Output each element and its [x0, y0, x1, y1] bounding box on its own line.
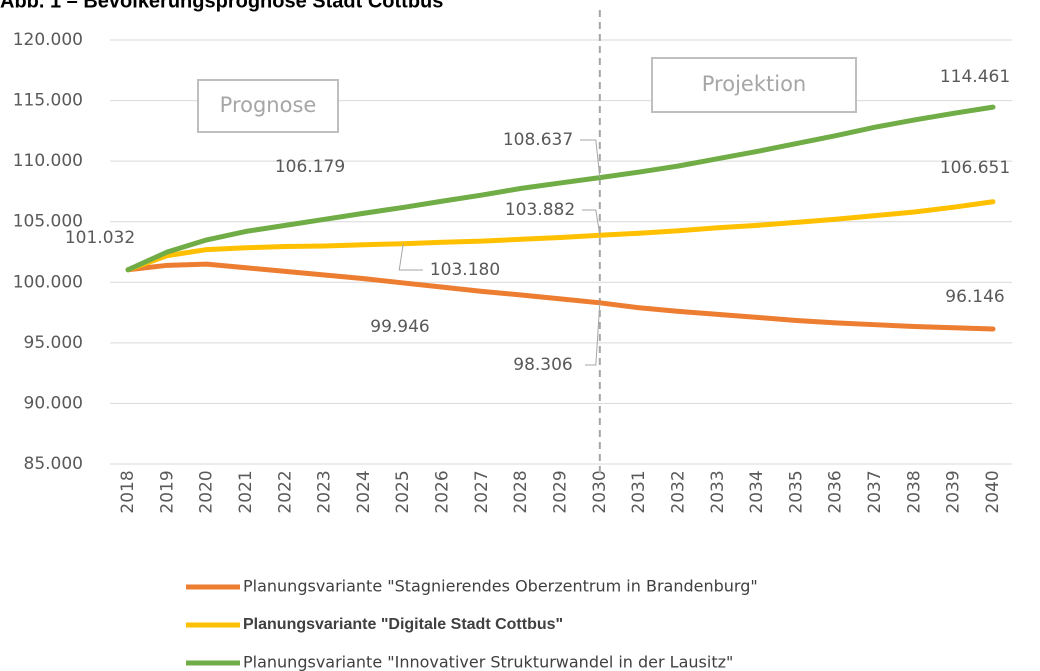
x-tick-label: 2019	[157, 470, 177, 513]
data-label: 108.637	[503, 130, 573, 150]
x-tick-label: 2027	[472, 470, 492, 513]
x-tick-label: 2030	[590, 470, 610, 513]
annotation-box	[651, 57, 857, 113]
x-tick-label: 2018	[118, 470, 138, 513]
data-label: 96.146	[945, 287, 1004, 307]
data-label: 103.882	[505, 200, 575, 220]
annotation: Projektion	[702, 72, 806, 96]
x-tick-label: 2039	[944, 470, 964, 513]
x-tick-label: 2036	[826, 470, 846, 513]
y-tick-label: 105.000	[13, 212, 83, 232]
y-tick-label: 95.000	[24, 333, 83, 353]
x-tick-label: 2023	[315, 470, 335, 513]
x-tick-label: 2020	[197, 470, 217, 513]
x-tick-label: 2022	[275, 470, 295, 513]
chart-title: Abb. 1 – Bevölkerungsprognose Stadt Cott…	[0, 0, 443, 12]
x-tick-label: 2037	[865, 470, 885, 513]
data-label: 103.180	[430, 260, 500, 280]
leader-line	[585, 302, 601, 366]
y-tick-label: 110.000	[13, 151, 83, 171]
legend-label: Planungsvariante "Stagnierendes Oberzent…	[243, 577, 758, 596]
x-tick-label: 2035	[786, 470, 806, 513]
data-label: 114.461	[940, 67, 1010, 87]
x-tick-label: 2028	[511, 470, 531, 513]
data-label: 101.032	[65, 228, 135, 248]
legend-label: Planungsvariante "Digitale Stadt Cottbus…	[243, 616, 563, 633]
y-tick-label: 85.000	[24, 454, 83, 474]
data-label: 106.651	[940, 158, 1010, 178]
x-tick-label: 2031	[629, 470, 649, 513]
x-tick-label: 2040	[983, 470, 1003, 513]
series-line	[125, 104, 996, 273]
y-tick-label: 115.000	[13, 91, 83, 111]
x-tick-label: 2032	[668, 470, 688, 513]
data-label: 106.179	[275, 157, 345, 177]
x-tick-label: 2026	[433, 470, 453, 513]
data-label: 99.946	[370, 317, 429, 337]
series-line	[125, 199, 996, 273]
leader-line	[582, 209, 601, 236]
annotation-box	[197, 79, 339, 133]
leader-line	[398, 243, 423, 271]
x-tick-label: 2021	[236, 470, 256, 513]
leader-line	[580, 139, 601, 178]
data-label: 98.306	[513, 355, 572, 375]
y-tick-label: 120.000	[13, 30, 83, 50]
x-tick-label: 2024	[354, 470, 374, 513]
legend-label: Planungsvariante "Innovativer Strukturwa…	[243, 653, 733, 671]
x-tick-label: 2033	[708, 470, 728, 513]
x-tick-label: 2038	[904, 470, 924, 513]
y-tick-label: 90.000	[24, 393, 83, 413]
x-tick-label: 2034	[747, 470, 767, 513]
y-tick-label: 100.000	[13, 272, 83, 292]
x-tick-label: 2029	[551, 470, 571, 513]
annotation: Prognose	[220, 93, 317, 117]
series-line	[125, 261, 996, 332]
x-tick-label: 2025	[393, 470, 413, 513]
